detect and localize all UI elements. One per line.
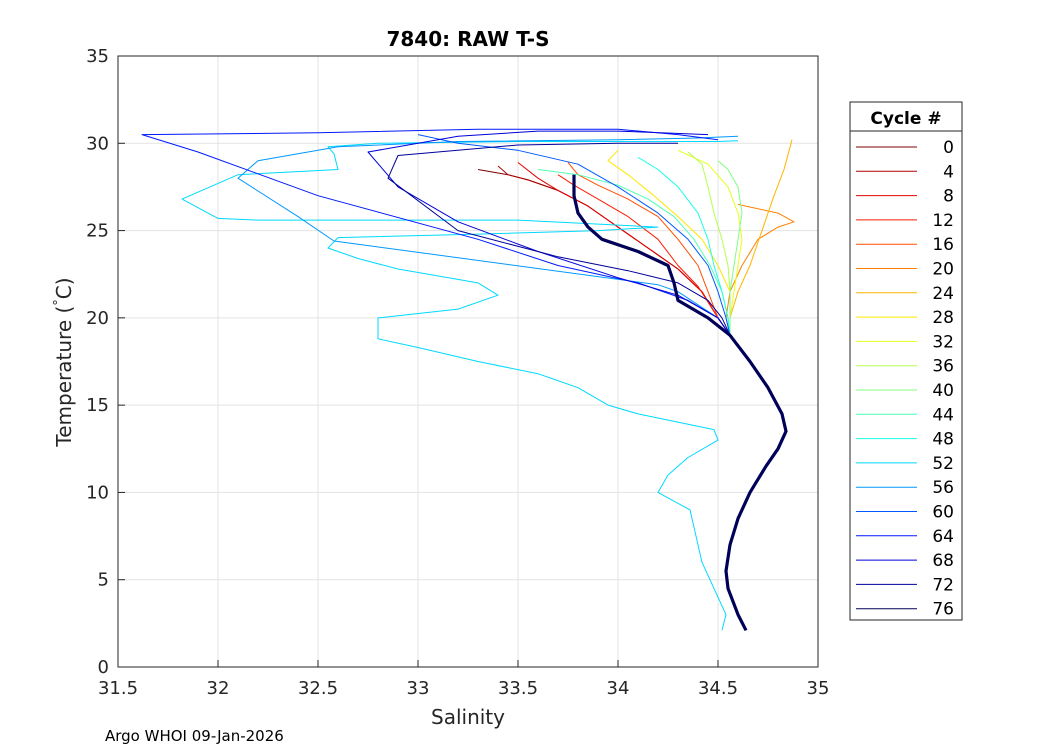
- y-tick-label-3: 15: [86, 395, 109, 416]
- legend-label-40: 40: [932, 381, 954, 401]
- x-tick-label-0: 31.5: [98, 678, 138, 699]
- legend-label-32: 32: [932, 332, 954, 352]
- y-tick-label-2: 10: [86, 482, 109, 503]
- y-tick-label-1: 5: [98, 570, 109, 591]
- y-axis-label-main: Temperature (: [52, 306, 76, 448]
- x-tick-label-4: 33.5: [498, 678, 538, 699]
- legend-label-16: 16: [932, 235, 954, 255]
- x-tick-label-5: 34: [607, 678, 630, 699]
- y-tick-label-0: 0: [98, 657, 109, 678]
- legend-label-52: 52: [932, 454, 954, 474]
- legend-label-0: 0: [943, 138, 954, 158]
- legend-label-12: 12: [932, 211, 954, 231]
- series-line-cycle-52: [181, 140, 739, 631]
- legend-label-24: 24: [932, 284, 954, 304]
- legend-label-72: 72: [932, 575, 954, 595]
- legend-label-64: 64: [932, 527, 954, 547]
- x-tick-label-6: 34.5: [698, 678, 738, 699]
- series-layer: [141, 128, 795, 632]
- footer-credit: Argo WHOI 09-Jan-2026: [105, 727, 284, 745]
- legend-label-4: 4: [943, 162, 954, 182]
- legend-label-44: 44: [932, 405, 954, 425]
- x-axis-label: Salinity: [431, 705, 505, 729]
- y-axis-label-unit: C): [52, 277, 76, 299]
- y-axis-label-degree: °: [52, 299, 67, 306]
- x-tick-label-1: 32: [207, 678, 230, 699]
- legend-label-56: 56: [932, 478, 954, 498]
- legend: Cycle # 04812162024283236404448525660646…: [849, 101, 963, 621]
- y-tick-label-6: 30: [86, 133, 109, 154]
- legend-label-8: 8: [943, 187, 954, 207]
- legend-label-68: 68: [932, 551, 954, 571]
- x-tick-label-2: 32.5: [298, 678, 338, 699]
- plot-frame: [117, 55, 819, 668]
- x-tick-label-3: 33: [407, 678, 430, 699]
- legend-title: Cycle #: [870, 109, 941, 129]
- legend-label-60: 60: [932, 503, 954, 523]
- legend-label-36: 36: [932, 357, 954, 377]
- legend-label-76: 76: [932, 600, 954, 620]
- plot-area: [118, 56, 818, 667]
- y-tick-label-4: 20: [86, 308, 109, 329]
- legend-label-20: 20: [932, 260, 954, 280]
- legend-label-48: 48: [932, 430, 954, 450]
- series-line-cycle-76: [572, 174, 788, 632]
- chart-title: 7840: RAW T-S: [386, 27, 549, 51]
- y-tick-label-5: 25: [86, 221, 109, 242]
- tick-layer: 31.5 32 32.5 33 33.5 34 34.5 35 0 5 10 15 20 25 30 35: [86, 46, 829, 699]
- x-tick-label-7: 35: [807, 678, 830, 699]
- legend-label-28: 28: [932, 308, 954, 328]
- legend-box: [849, 101, 963, 621]
- y-axis-label: Temperature (°C): [52, 277, 76, 447]
- y-tick-label-7: 35: [86, 46, 109, 67]
